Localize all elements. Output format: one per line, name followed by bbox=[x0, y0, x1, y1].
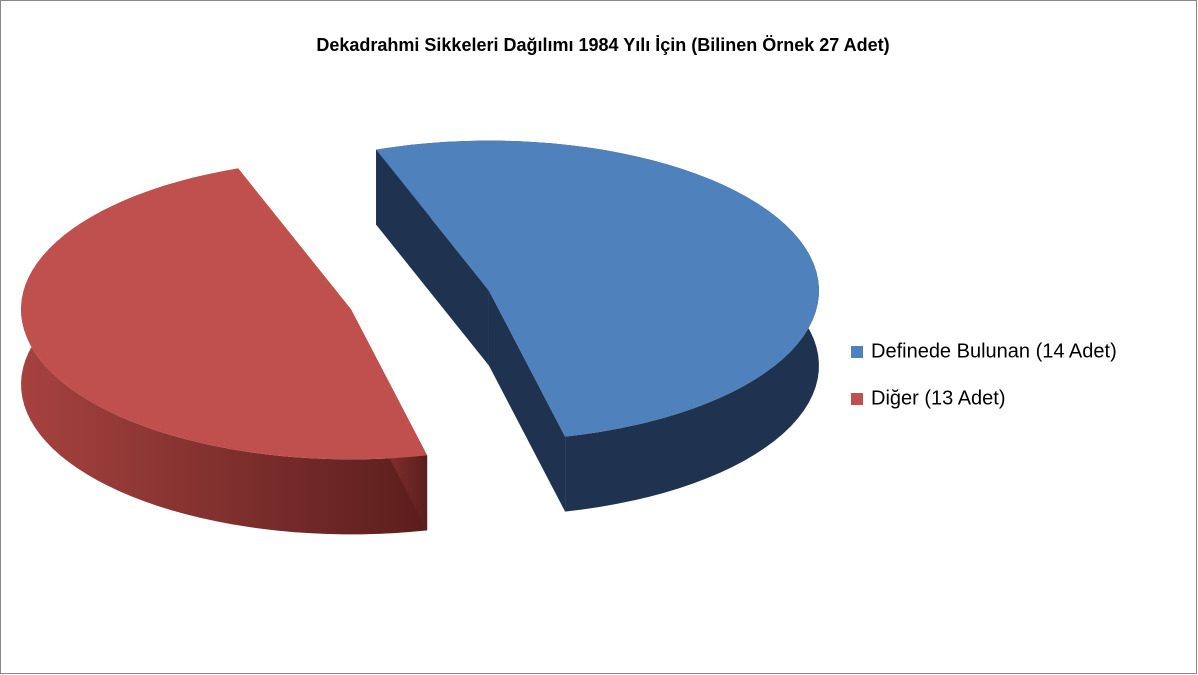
legend-label: Definede Bulunan (14 Adet) bbox=[871, 340, 1117, 362]
legend-swatch bbox=[851, 393, 863, 405]
legend-swatch bbox=[851, 346, 863, 358]
chart-title: Dekadrahmi Sikkeleri Dağılımı 1984 Yılı … bbox=[316, 35, 889, 55]
slice bbox=[21, 168, 428, 460]
slice-radial-side bbox=[376, 149, 489, 366]
legend-label: Diğer (13 Adet) bbox=[871, 387, 1006, 409]
slice-radial-side bbox=[488, 290, 566, 512]
slice bbox=[376, 140, 819, 437]
